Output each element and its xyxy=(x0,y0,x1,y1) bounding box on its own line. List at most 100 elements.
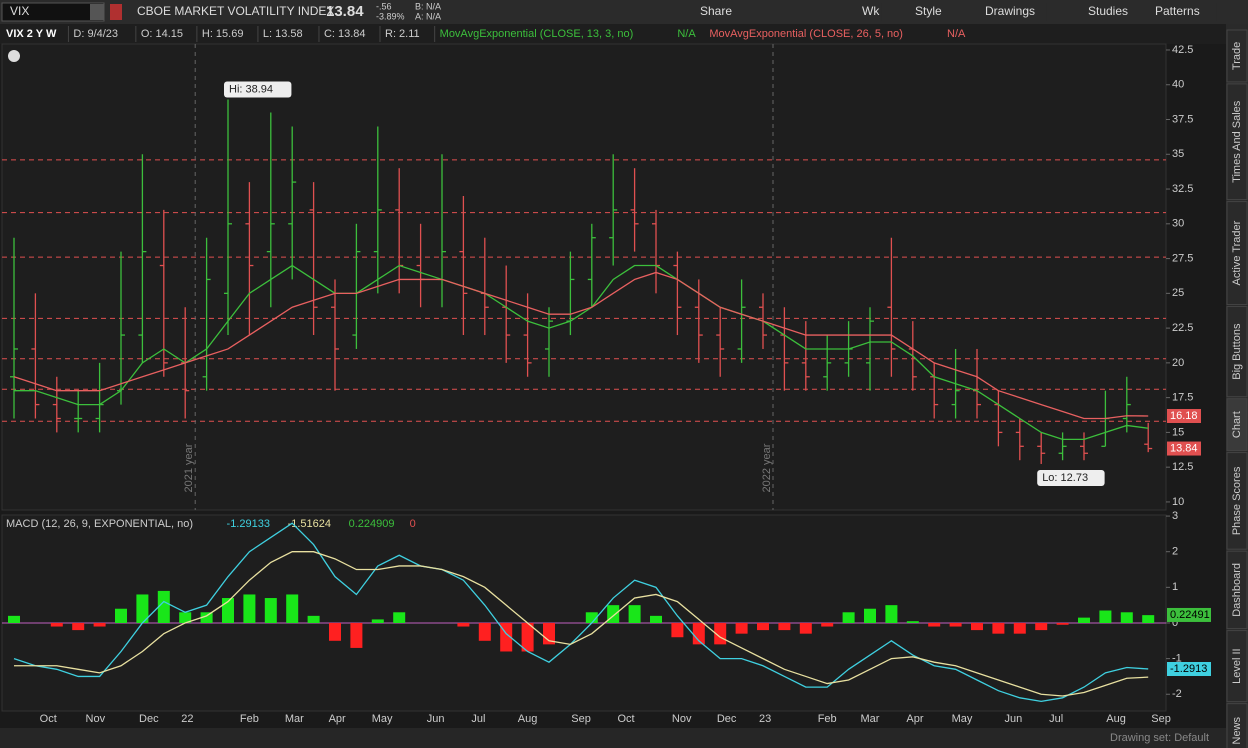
histogram-bar xyxy=(671,622,684,638)
histogram-bar xyxy=(286,594,299,623)
toolbar-button[interactable] xyxy=(848,3,882,21)
histogram-bar xyxy=(1142,615,1155,623)
x-tick-label: Nov xyxy=(86,713,106,725)
histogram-bar xyxy=(735,622,748,634)
x-tick-label: Apr xyxy=(329,713,346,725)
y-tick-label: 1 xyxy=(1172,581,1178,593)
side-tab[interactable] xyxy=(1226,83,1248,201)
ask: A: N/A xyxy=(415,11,441,21)
toolbar-button[interactable] xyxy=(1141,3,1217,21)
macd-tag-label: -1.2913 xyxy=(1170,663,1207,675)
side-tab[interactable] xyxy=(1226,550,1248,630)
x-tick-label: Dec xyxy=(139,713,159,725)
x-tick-label: May xyxy=(372,713,393,725)
bid: B: N/A xyxy=(415,1,441,11)
side-tab-label: Live News xyxy=(1231,716,1243,748)
histogram-bar xyxy=(350,622,363,648)
change: -.56 xyxy=(376,1,392,11)
macd-tag-label: 0.22491 xyxy=(1170,609,1210,621)
side-tab[interactable] xyxy=(1226,630,1248,703)
toolbar-button[interactable] xyxy=(686,3,741,21)
histogram-bar xyxy=(50,622,63,627)
study-value: N/A xyxy=(947,28,966,40)
y-tick-label: 10 xyxy=(1172,496,1184,508)
y-tick-label: 2 xyxy=(1172,546,1178,558)
y-tick-label: -1 xyxy=(1172,653,1182,665)
x-tick-label: Nov xyxy=(672,713,692,725)
side-tab[interactable] xyxy=(1226,306,1248,398)
x-tick-label: Oct xyxy=(617,713,634,725)
y-tick-label: 27.5 xyxy=(1172,252,1193,264)
toolbar-button[interactable] xyxy=(901,3,956,21)
macd-line xyxy=(14,551,1149,697)
side-tab[interactable] xyxy=(1226,29,1248,83)
histogram-bar xyxy=(971,622,983,631)
toolbar-button[interactable] xyxy=(1074,3,1143,21)
histogram-bar xyxy=(928,622,941,627)
symbol: VIX xyxy=(10,4,29,18)
header-field: L: 13.58 xyxy=(263,28,303,40)
histogram-bar xyxy=(115,608,127,623)
y-tick-label: 0 xyxy=(1172,617,1178,629)
histogram-bar xyxy=(157,590,170,623)
header-field: O: 14.15 xyxy=(141,28,183,40)
histogram-bar xyxy=(628,605,641,623)
symbol-dropdown[interactable] xyxy=(90,4,104,20)
histogram-bar xyxy=(885,605,898,623)
side-tab-label: Level II xyxy=(1231,648,1243,683)
histogram-bar xyxy=(778,622,791,631)
histogram-bar xyxy=(864,608,876,623)
histogram-bar xyxy=(799,622,812,634)
y-tick-label: 30 xyxy=(1172,218,1184,230)
study-label: MovAvgExponential (CLOSE, 13, 3, no) xyxy=(440,28,634,40)
x-tick-label: Jul xyxy=(1049,713,1063,725)
histogram-bar xyxy=(329,622,341,641)
footer-bar xyxy=(0,728,1226,748)
link-icon[interactable] xyxy=(110,4,122,20)
macd-value: -1.51624 xyxy=(288,518,331,530)
toolbar-button[interactable] xyxy=(971,3,1047,21)
x-tick-label: May xyxy=(952,713,973,725)
side-tab-label: Trade xyxy=(1231,42,1243,70)
annotation-label: Lo: 12.73 xyxy=(1042,472,1088,484)
header-field: C: 13.84 xyxy=(324,28,366,40)
x-tick-label: Jun xyxy=(1005,713,1023,725)
side-tab[interactable] xyxy=(1226,398,1248,452)
histogram-bar xyxy=(585,612,598,623)
alert-icon[interactable] xyxy=(8,50,20,62)
histogram-bar xyxy=(821,622,834,627)
x-tick-label: Mar xyxy=(861,713,880,725)
macd-value: -1.29133 xyxy=(227,518,270,530)
side-tab-label: Times And Sales xyxy=(1231,100,1243,183)
y-tick-label: 42.5 xyxy=(1172,44,1193,56)
histogram-bar xyxy=(93,622,106,627)
side-tab[interactable] xyxy=(1226,703,1248,748)
macd-tag xyxy=(1167,661,1211,676)
x-tick-label: Aug xyxy=(1106,713,1126,725)
macd-tag xyxy=(1167,607,1211,622)
y-tick-label: 35 xyxy=(1172,148,1184,160)
side-tab-label: Phase Scores xyxy=(1231,466,1243,535)
histogram-bar xyxy=(243,594,256,623)
side-tab[interactable] xyxy=(1226,452,1248,550)
side-tab-label: Chart xyxy=(1231,411,1243,438)
toolbar-button-label: Wk xyxy=(862,4,880,18)
y-tick-label: 20 xyxy=(1172,357,1184,369)
side-tab[interactable] xyxy=(1226,201,1248,306)
histogram-bar xyxy=(200,612,213,623)
toolbar-button-label: Style xyxy=(915,4,942,18)
header-field: VIX 2 Y W xyxy=(6,28,57,40)
histogram-bar xyxy=(906,621,919,623)
toolbar-button-label: Drawings xyxy=(985,4,1035,18)
y-tick-label: 37.5 xyxy=(1172,113,1193,125)
annotation-box xyxy=(1037,469,1105,486)
histogram-bar xyxy=(521,622,534,652)
description: CBOE MARKET VOLATILITY INDEX xyxy=(137,4,334,18)
header-field: D: 9/4/23 xyxy=(73,28,118,40)
x-tick-label: 23 xyxy=(759,713,771,725)
x-tick-label: Oct xyxy=(40,713,57,725)
histogram-bar xyxy=(692,622,705,645)
y-tick-label: 32.5 xyxy=(1172,183,1193,195)
year-label: 2021 year xyxy=(183,443,195,492)
toolbar-button-label: Studies xyxy=(1088,4,1128,18)
